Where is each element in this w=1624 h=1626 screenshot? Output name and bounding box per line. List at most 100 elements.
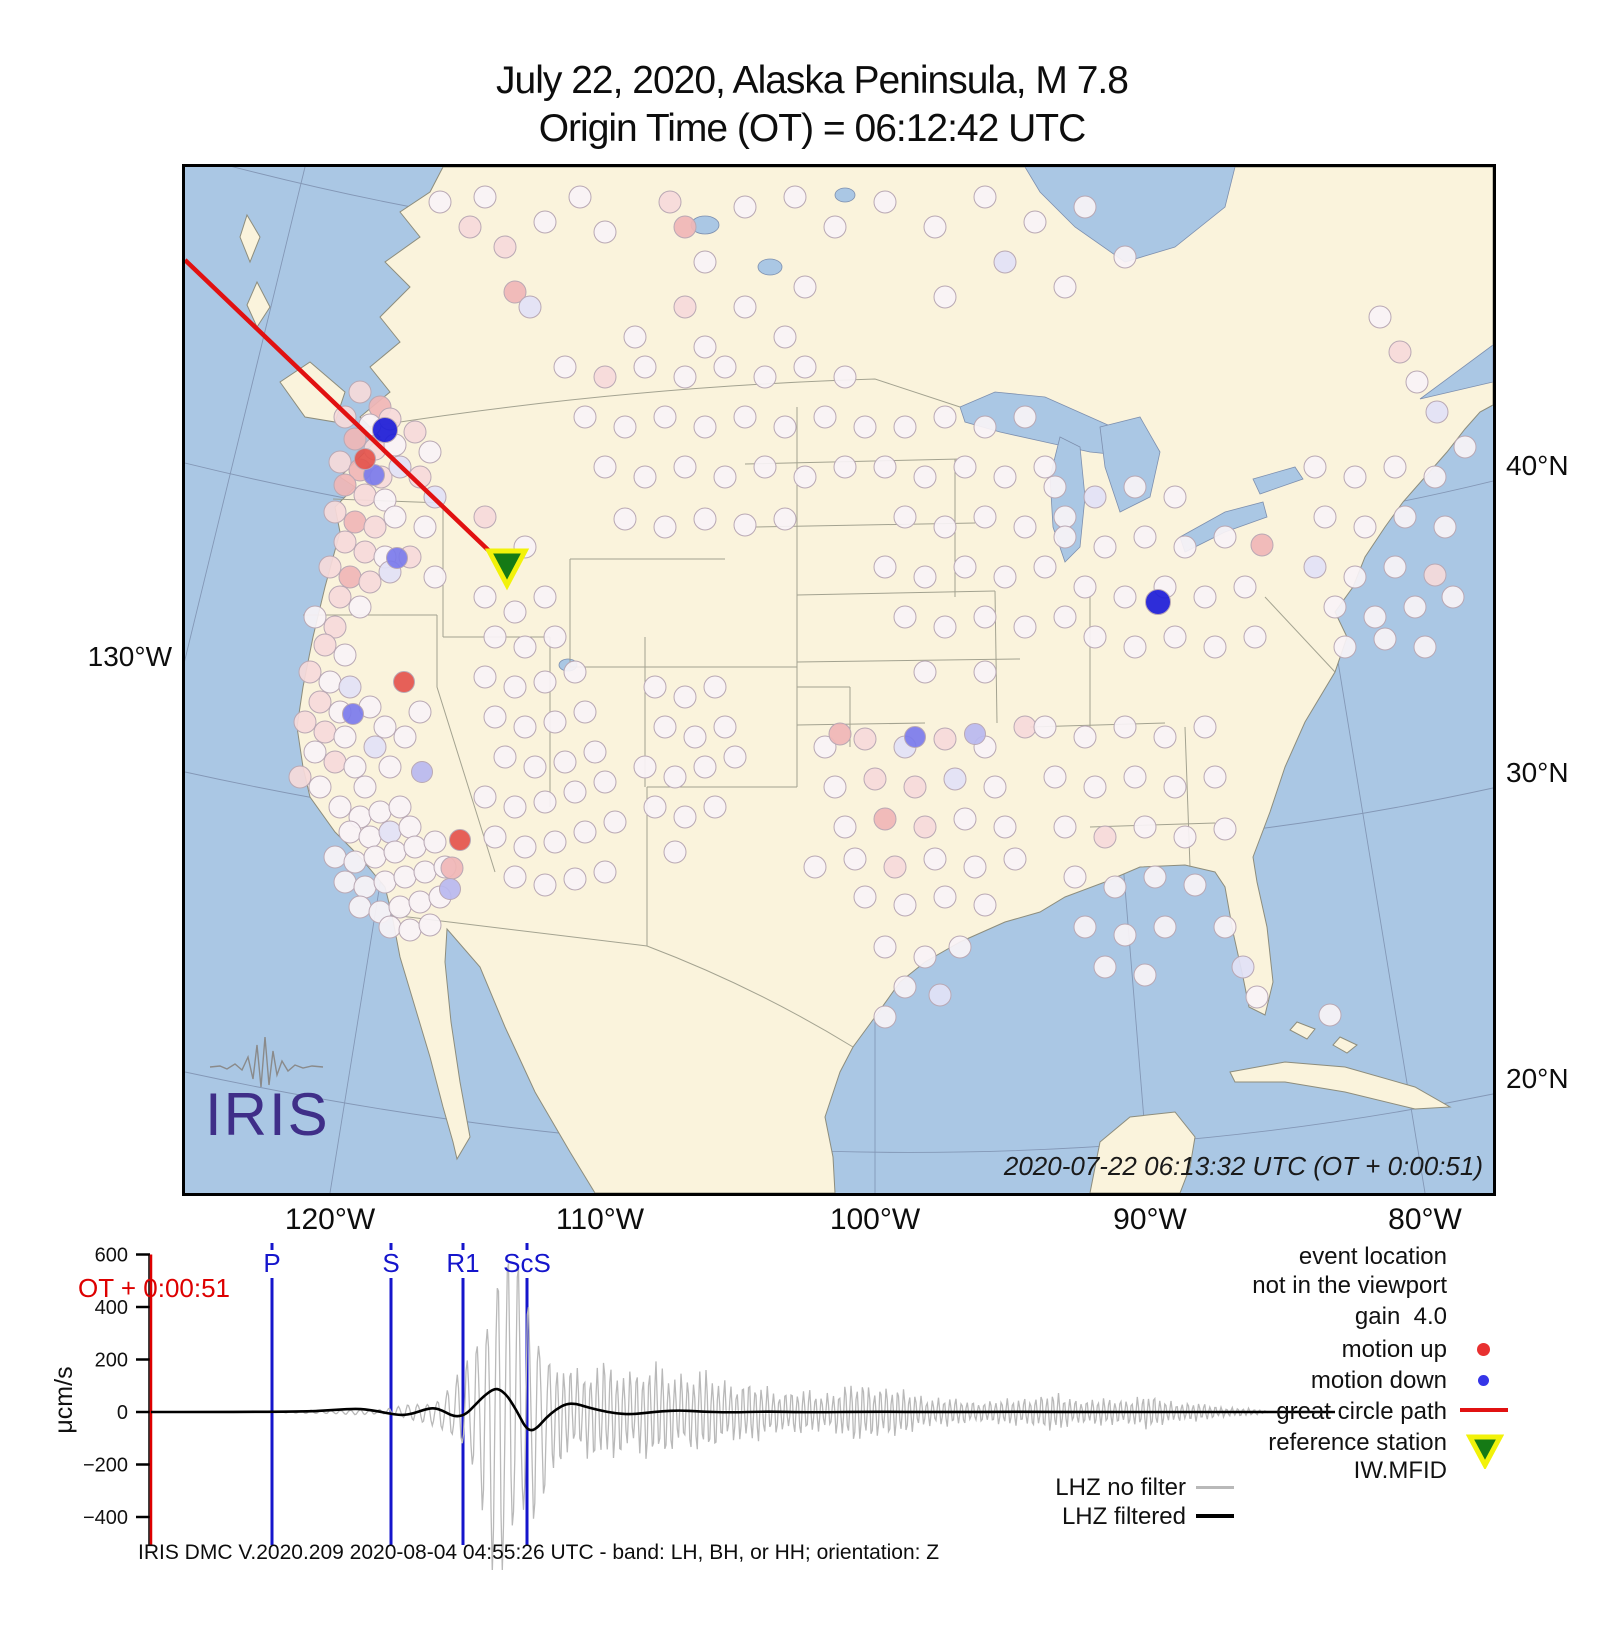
station-dot	[323, 615, 347, 639]
station-dot	[873, 1005, 897, 1029]
station-dot	[348, 895, 372, 919]
station-dot	[1103, 875, 1127, 899]
lon-label-90w: 90°W	[1113, 1203, 1187, 1236]
station-dot	[873, 935, 897, 959]
station-dot	[733, 295, 757, 319]
station-dot	[658, 190, 682, 214]
station-dot	[843, 847, 867, 871]
station-dot	[853, 885, 877, 909]
station-dot	[408, 890, 432, 914]
station-dot	[1003, 847, 1027, 871]
reference-station-marker	[484, 548, 530, 591]
station-dot	[673, 215, 697, 239]
station-dot	[1133, 815, 1157, 839]
legend-event-location-2: not in the viewport	[1252, 1272, 1447, 1299]
station-dot	[323, 500, 347, 524]
station-dot	[1113, 923, 1137, 947]
station-dot	[440, 856, 464, 880]
station-dot	[358, 825, 382, 849]
iris-logo: IRIS	[205, 1036, 330, 1148]
station-dot	[913, 465, 937, 489]
station-dot	[1333, 635, 1357, 659]
lat-lon-label-130w: 130°W	[87, 641, 172, 672]
station-dot	[353, 483, 377, 507]
station-dot	[933, 727, 957, 751]
station-dot	[853, 415, 877, 439]
station-dot	[473, 505, 497, 529]
station-dot	[1033, 555, 1057, 579]
land-masses	[239, 167, 1493, 1193]
station-dot	[653, 515, 677, 539]
station-dot	[833, 815, 857, 839]
station-dot	[323, 845, 347, 869]
station-dot	[903, 775, 927, 799]
station-dot	[973, 605, 997, 629]
station-dot	[354, 448, 376, 470]
footer-provenance: IRIS DMC V.2020.209 2020-08-04 04:55:26 …	[138, 1541, 940, 1564]
station-dot	[338, 820, 362, 844]
iris-logo-text: IRIS	[205, 1081, 330, 1148]
station-dot	[793, 465, 817, 489]
map-overlay	[185, 258, 530, 591]
station-dot	[673, 295, 697, 319]
station-dot	[1063, 865, 1087, 889]
station-dot	[1073, 195, 1097, 219]
station-dot	[313, 633, 337, 657]
station-dot	[673, 365, 697, 389]
station-dot	[333, 405, 357, 429]
station-dot	[363, 735, 387, 759]
station-dot	[483, 825, 507, 849]
station-dot	[933, 885, 957, 909]
station-dot	[1113, 715, 1137, 739]
y-tick-label: 600	[95, 1245, 128, 1267]
station-dot	[373, 715, 397, 739]
station-dot	[1231, 955, 1255, 979]
station-dot	[693, 755, 717, 779]
station-dot	[1388, 340, 1412, 364]
station-dot	[948, 935, 972, 959]
station-dot	[1053, 815, 1077, 839]
station-dot	[983, 775, 1007, 799]
station-dot	[413, 860, 437, 884]
station-dot	[1023, 210, 1047, 234]
station-dot	[563, 660, 587, 684]
station-dot	[1053, 605, 1077, 629]
station-dot	[318, 670, 342, 694]
station-dot	[353, 540, 377, 564]
station-map-frame: IRIS 2020-07-22 06:13:32 UTC (OT + 0:00:…	[182, 164, 1496, 1196]
station-dot	[1183, 873, 1207, 897]
station-dot	[873, 190, 897, 214]
station-dot	[1383, 455, 1407, 479]
station-dot	[483, 705, 507, 729]
station-dot	[904, 726, 926, 748]
us-station-map: IRIS 2020-07-22 06:13:32 UTC (OT + 0:00:…	[185, 167, 1493, 1193]
station-dot	[963, 855, 987, 879]
station-dot	[1073, 915, 1097, 939]
station-dot	[1133, 525, 1157, 549]
station-dot	[308, 775, 332, 799]
lat-label-30n: 30°N	[1506, 757, 1569, 788]
station-dot	[633, 465, 657, 489]
station-dot	[713, 715, 737, 739]
station-dot	[853, 727, 877, 751]
station-dot	[1250, 533, 1274, 557]
station-dot	[473, 585, 497, 609]
station-dot	[633, 755, 657, 779]
phase-label: ScS	[503, 1248, 551, 1278]
time-cursor-label: OT + 0:00:51	[78, 1273, 230, 1303]
station-dot	[913, 660, 937, 684]
station-dot	[783, 185, 807, 209]
station-dot	[1163, 625, 1187, 649]
station-dot	[513, 635, 537, 659]
station-dot	[1368, 305, 1392, 329]
reference-station-triangle-icon	[1466, 1434, 1504, 1469]
seismogram-plot: 600 400 200 0 −200 −400 μcm/s P S R1 ScS OT + 0:00:…	[50, 1243, 1335, 1570]
station-dot	[1245, 985, 1269, 1009]
station-dot	[388, 795, 412, 819]
figure-title: July 22, 2020, Alaska Peninsula, M 7.8 O…	[0, 57, 1624, 153]
station-dot	[473, 785, 497, 809]
st-lawrence	[1419, 344, 1493, 400]
station-dot	[288, 765, 312, 789]
station-dot	[613, 415, 637, 439]
